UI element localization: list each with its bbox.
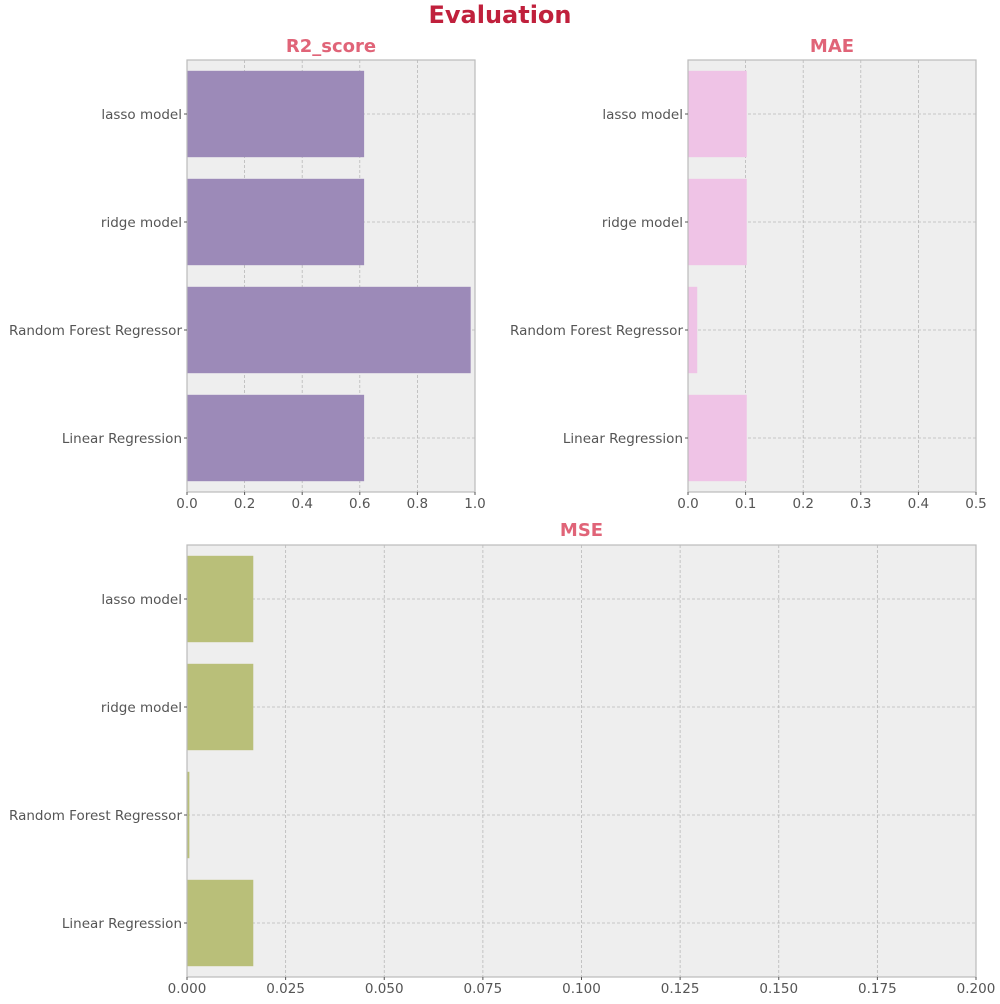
x-tick-label: 0.150 [759,981,798,997]
bar-ridge-model [187,663,254,751]
x-tick-label: 0.4 [291,496,312,512]
x-tick-label: 0.8 [407,496,428,512]
x-tick-label: 0.075 [464,981,503,997]
bar-linear-regression [187,879,254,967]
bar-random-forest-regressor [688,286,698,374]
bar-linear-regression [187,394,365,482]
y-tick-label: Random Forest Regressor [510,323,683,339]
x-tick-label: 0.175 [858,981,897,997]
y-tick-label: lasso model [101,592,182,608]
subplot-title: MAE [810,36,854,57]
y-tick-label: Linear Regression [563,431,683,447]
subplot-mse: Linear Regression Random Forest Regressor… [9,520,995,997]
y-tick-label: Linear Regression [62,431,182,447]
bar-linear-regression [688,394,747,482]
x-tick-label: 0.050 [365,981,404,997]
x-tick-label: 0.1 [735,496,756,512]
y-tick-label: ridge model [602,215,683,231]
subplot-title: MSE [560,520,603,541]
axes-frame [186,59,476,493]
bar-random-forest-regressor [187,771,190,859]
subplot-r2-score: Linear Regression Random Forest Regressor… [9,36,486,512]
y-tick-label: Random Forest Regressor [9,808,182,824]
bar-lasso-model [688,70,747,158]
x-tick-label: 0.0 [677,496,698,512]
x-tick-label: 0.6 [349,496,370,512]
x-tick-label: 0.000 [168,981,207,997]
y-tick-label: ridge model [101,700,182,716]
y-tick-label: Linear Regression [62,916,182,932]
x-tick-label: 0.100 [562,981,601,997]
bar-ridge-model [688,178,747,266]
subplot-title: R2_score [286,36,376,57]
x-tick-label: 0.2 [234,496,255,512]
y-tick-label: Random Forest Regressor [9,323,182,339]
x-tick-label: 1.0 [464,496,485,512]
x-tick-label: 0.125 [661,981,700,997]
x-tick-label: 0.3 [850,496,871,512]
axes-frame [687,59,977,493]
bar-ridge-model [187,178,365,266]
bar-lasso-model [187,555,254,643]
x-tick-label: 0.200 [957,981,996,997]
x-tick-label: 0.0 [176,496,197,512]
x-tick-label: 0.025 [266,981,305,997]
y-tick-label: lasso model [101,107,182,123]
y-tick-label: ridge model [101,215,182,231]
x-tick-label: 0.5 [965,496,986,512]
x-tick-label: 0.4 [908,496,929,512]
x-tick-label: 0.2 [792,496,813,512]
bar-random-forest-regressor [187,286,471,374]
y-tick-label: lasso model [602,107,683,123]
subplot-mae: Linear Regression Random Forest Regressor… [510,36,987,512]
bar-lasso-model [187,70,365,158]
figure-title: Evaluation [428,1,571,29]
subplots: Linear Regression Random Forest Regressor… [9,36,995,997]
